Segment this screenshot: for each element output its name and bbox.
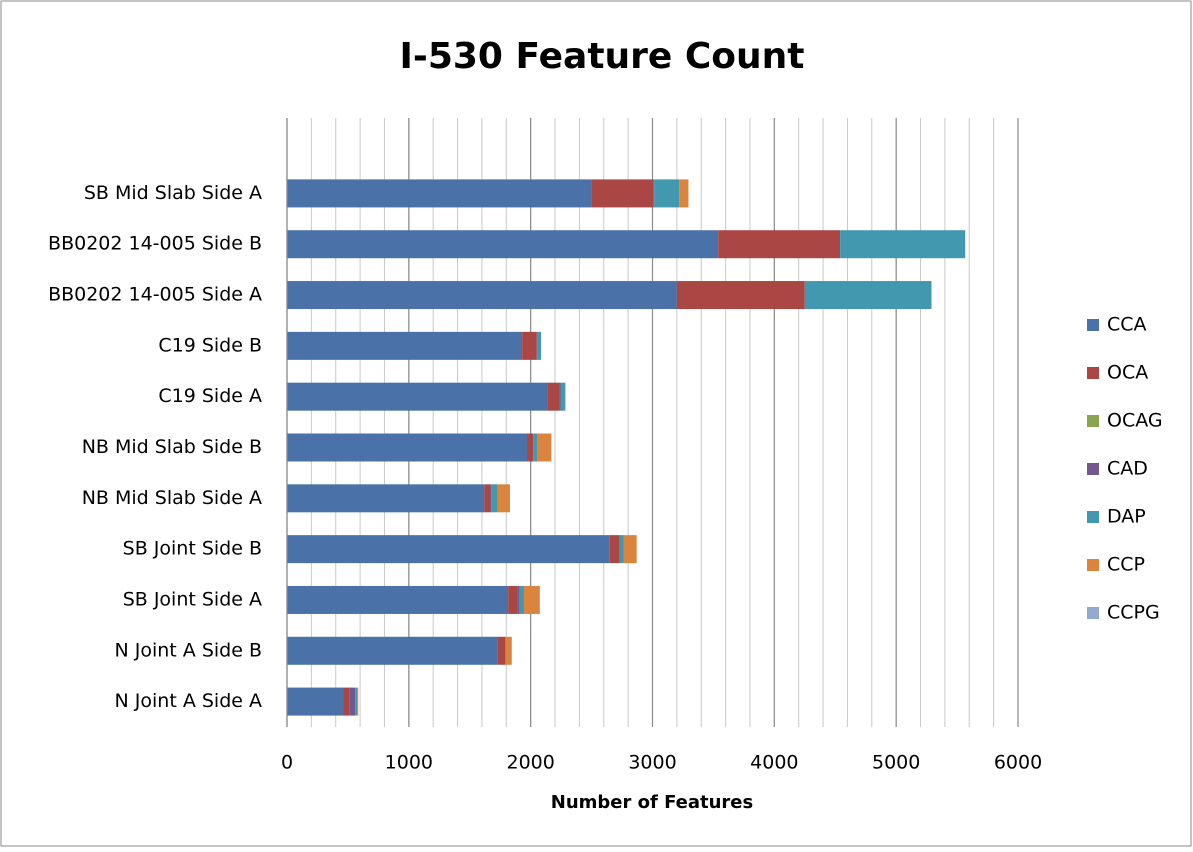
y-tick-label: BB0202 14-005 Side B bbox=[48, 233, 262, 255]
legend-swatch bbox=[1087, 463, 1099, 475]
bar-segment bbox=[560, 382, 566, 411]
x-tick-label: 5000 bbox=[872, 752, 920, 774]
bar-segment bbox=[718, 230, 841, 259]
legend-label: DAP bbox=[1107, 506, 1146, 528]
bar-segment bbox=[505, 636, 506, 665]
bar-segment bbox=[491, 484, 498, 513]
bar-segment bbox=[497, 636, 506, 665]
y-tick-label: NB Mid Slab Side B bbox=[82, 436, 262, 458]
bar-segment bbox=[619, 535, 624, 564]
bar-segment bbox=[618, 535, 620, 564]
x-tick-label: 2000 bbox=[506, 752, 554, 774]
bar-segment bbox=[527, 433, 534, 462]
chart-title: I-530 Feature Count bbox=[399, 36, 804, 77]
bar-segment bbox=[537, 433, 552, 462]
bar-segment bbox=[522, 331, 537, 360]
bar-segment bbox=[505, 636, 512, 665]
bar-segment bbox=[355, 687, 358, 716]
legend-swatch bbox=[1087, 607, 1099, 619]
bar-segment bbox=[287, 179, 592, 208]
y-tick-label: N Joint A Side A bbox=[115, 690, 262, 712]
x-axis-label: Number of Features bbox=[551, 792, 753, 813]
bar-segment bbox=[287, 281, 677, 310]
bar-segment bbox=[484, 484, 491, 513]
x-tick-label: 1000 bbox=[385, 752, 433, 774]
y-tick-label: SB Joint Side B bbox=[123, 538, 262, 560]
bar-segment bbox=[508, 585, 518, 614]
y-tick-label: NB Mid Slab Side A bbox=[82, 487, 262, 509]
bar-segment bbox=[654, 179, 680, 208]
y-tick-label: C19 Side B bbox=[158, 334, 262, 356]
bar-segment bbox=[804, 281, 932, 310]
legend-swatch bbox=[1087, 367, 1099, 379]
y-tick-label: C19 Side A bbox=[158, 385, 262, 407]
bar-segment bbox=[287, 687, 344, 716]
bar-segment bbox=[536, 331, 538, 360]
x-tick-label: 6000 bbox=[994, 752, 1042, 774]
bar-segment bbox=[497, 484, 510, 513]
bar-segment bbox=[357, 687, 359, 716]
legend-label: CCA bbox=[1107, 314, 1147, 336]
x-tick-label: 3000 bbox=[628, 752, 676, 774]
bar-segment bbox=[679, 179, 689, 208]
legend-label: OCAG bbox=[1107, 410, 1163, 432]
legend-swatch bbox=[1087, 415, 1099, 427]
y-tick-label: BB0202 14-005 Side A bbox=[48, 284, 262, 306]
bar-segment bbox=[519, 585, 524, 614]
bar-segment bbox=[609, 535, 619, 564]
legend-swatch bbox=[1087, 559, 1099, 571]
bar-segment bbox=[523, 585, 540, 614]
bar-segment bbox=[287, 433, 528, 462]
y-tick-label: N Joint A Side B bbox=[115, 639, 263, 661]
bar-segment bbox=[287, 636, 498, 665]
x-tick-label: 0 bbox=[281, 752, 293, 774]
legend-label: CAD bbox=[1107, 458, 1148, 480]
bar-segment bbox=[287, 535, 610, 564]
bar-segment bbox=[547, 382, 560, 411]
bar-segment bbox=[676, 281, 805, 310]
legend-label: OCA bbox=[1107, 362, 1148, 384]
bar-segment bbox=[840, 230, 966, 259]
y-tick-label: SB Mid Slab Side A bbox=[84, 182, 262, 204]
legend-swatch bbox=[1087, 319, 1099, 331]
legend-label: CCP bbox=[1107, 554, 1145, 576]
bar-segment bbox=[349, 687, 356, 716]
bar-segment bbox=[287, 382, 548, 411]
bar-segment bbox=[517, 585, 520, 614]
bar-segment bbox=[287, 585, 509, 614]
bar-segment bbox=[623, 535, 637, 564]
bar-segment bbox=[537, 331, 542, 360]
bar-segment bbox=[287, 331, 523, 360]
bar-segment bbox=[287, 484, 485, 513]
y-tick-label: SB Joint Side A bbox=[123, 588, 262, 610]
bar-segment bbox=[533, 433, 538, 462]
bar-segment bbox=[343, 687, 350, 716]
legend-swatch bbox=[1087, 511, 1099, 523]
x-tick-label: 4000 bbox=[750, 752, 798, 774]
bar-segment bbox=[653, 179, 655, 208]
bar-segment bbox=[287, 230, 719, 259]
bar-segment bbox=[490, 484, 492, 513]
bar-segment bbox=[533, 433, 534, 462]
bar-segment bbox=[559, 382, 561, 411]
legend-label: CCPG bbox=[1107, 602, 1160, 624]
bar-segment bbox=[591, 179, 654, 208]
